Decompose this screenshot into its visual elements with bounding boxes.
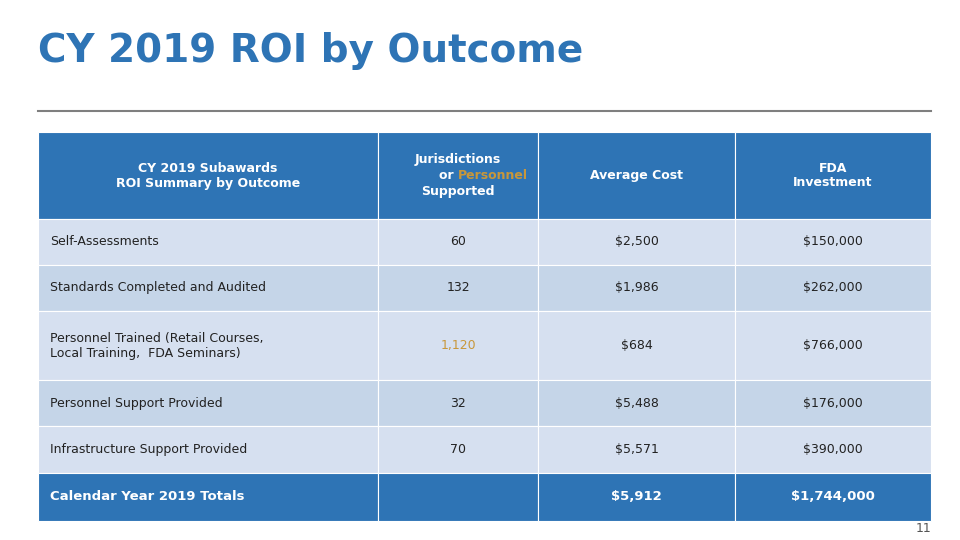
Bar xyxy=(377,219,539,265)
Text: $390,000: $390,000 xyxy=(804,443,863,456)
Bar xyxy=(539,311,734,380)
Text: Calendar Year 2019 Totals: Calendar Year 2019 Totals xyxy=(50,490,245,503)
Text: $1,744,000: $1,744,000 xyxy=(791,490,875,503)
Bar xyxy=(38,219,377,265)
Bar xyxy=(38,380,377,427)
Text: 60: 60 xyxy=(450,235,466,248)
Text: Infrastructure Support Provided: Infrastructure Support Provided xyxy=(50,443,247,456)
Bar xyxy=(539,265,734,311)
Text: $5,488: $5,488 xyxy=(614,397,659,410)
Bar xyxy=(734,427,931,472)
Bar xyxy=(734,311,931,380)
Text: Standards Completed and Audited: Standards Completed and Audited xyxy=(50,281,266,294)
Bar xyxy=(377,427,539,472)
Bar xyxy=(377,265,539,311)
Bar xyxy=(734,219,931,265)
Text: 70: 70 xyxy=(450,443,466,456)
Text: or: or xyxy=(439,169,458,182)
Text: Personnel Trained (Retail Courses,
Local Training,  FDA Seminars): Personnel Trained (Retail Courses, Local… xyxy=(50,332,263,360)
Text: 11: 11 xyxy=(916,522,931,535)
Text: $262,000: $262,000 xyxy=(804,281,863,294)
Text: $5,912: $5,912 xyxy=(612,490,662,503)
Bar xyxy=(38,265,377,311)
Text: Jurisdictions: Jurisdictions xyxy=(415,153,501,166)
Text: Supported: Supported xyxy=(421,185,494,198)
Bar xyxy=(539,427,734,472)
Text: $1,986: $1,986 xyxy=(614,281,659,294)
Text: CY 2019 Subawards
ROI Summary by Outcome: CY 2019 Subawards ROI Summary by Outcome xyxy=(116,161,300,190)
Bar xyxy=(38,311,377,380)
Bar xyxy=(38,427,377,472)
Text: Average Cost: Average Cost xyxy=(590,169,684,182)
Bar xyxy=(734,472,931,521)
Bar xyxy=(377,380,539,427)
Bar xyxy=(734,265,931,311)
Bar xyxy=(539,132,734,219)
Text: Personnel Support Provided: Personnel Support Provided xyxy=(50,397,223,410)
Text: $176,000: $176,000 xyxy=(804,397,863,410)
Text: 132: 132 xyxy=(446,281,469,294)
Bar xyxy=(377,472,539,521)
Bar xyxy=(38,132,377,219)
Text: Personnel: Personnel xyxy=(458,169,528,182)
Text: 32: 32 xyxy=(450,397,466,410)
Text: CY 2019 ROI by Outcome: CY 2019 ROI by Outcome xyxy=(38,32,584,70)
Bar xyxy=(539,219,734,265)
Bar xyxy=(539,472,734,521)
Text: FDA
Investment: FDA Investment xyxy=(793,161,873,190)
Bar xyxy=(539,380,734,427)
Text: $5,571: $5,571 xyxy=(614,443,659,456)
Bar xyxy=(734,380,931,427)
Bar xyxy=(734,132,931,219)
Text: Self-Assessments: Self-Assessments xyxy=(50,235,158,248)
Text: 1,120: 1,120 xyxy=(441,339,476,352)
Text: $684: $684 xyxy=(621,339,653,352)
Bar xyxy=(377,132,539,219)
Text: $2,500: $2,500 xyxy=(614,235,659,248)
Bar xyxy=(38,472,377,521)
Text: $766,000: $766,000 xyxy=(804,339,863,352)
Bar xyxy=(377,311,539,380)
Text: $150,000: $150,000 xyxy=(804,235,863,248)
